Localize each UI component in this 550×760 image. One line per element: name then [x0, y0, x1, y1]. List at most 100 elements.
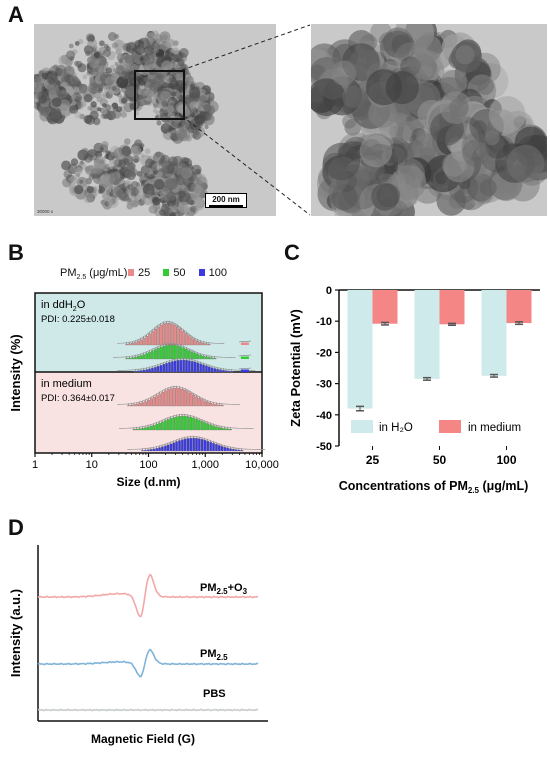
dls-bar: [193, 361, 197, 373]
zeta-x-tick-label: 100: [496, 453, 516, 467]
tem-particle: [196, 176, 208, 188]
tem-particle: [322, 142, 361, 181]
tem-particle: [67, 176, 78, 186]
panel-d-letter: D: [8, 515, 24, 540]
legend-label-100: 100: [208, 267, 227, 279]
dls-bar: [196, 362, 200, 373]
tem-particle: [171, 121, 176, 126]
tem-particle: [93, 52, 100, 58]
dls-bar: [158, 447, 161, 452]
dls-bar: [215, 404, 218, 407]
tem-particle: [397, 48, 410, 62]
dls-bar: [161, 421, 164, 431]
tem-particle: [488, 96, 526, 134]
dls-bar: [176, 345, 180, 360]
tem-particle: [161, 100, 168, 107]
tem-particle: [34, 99, 36, 105]
tem-particle: [440, 69, 467, 97]
tem-particle: [103, 114, 109, 120]
tem-particle: [99, 77, 104, 82]
dls-bar: [205, 356, 208, 360]
tem-particle: [131, 145, 142, 157]
tem-particle: [153, 179, 165, 190]
dls-secondary-peak: [240, 356, 249, 359]
tem-particle: [111, 42, 118, 49]
panel-a-letter: A: [8, 2, 24, 27]
dls-bar: [195, 418, 198, 431]
dls-bar: [151, 350, 154, 360]
dls-bar: [146, 426, 150, 431]
zeta-legend-swatch-h2o: [351, 420, 373, 433]
tem-particle: [63, 65, 75, 77]
dls-envelope: [127, 436, 266, 450]
zeta-bar: [347, 290, 373, 409]
tem-particle: [106, 50, 116, 61]
tem-particle: [38, 95, 47, 104]
tem-particle: [42, 97, 49, 103]
dls-bar: [153, 349, 157, 360]
tem-particle: [73, 173, 80, 180]
dls-bar: [145, 353, 149, 360]
tem-particle: [139, 43, 145, 50]
dls-bar: [145, 336, 149, 346]
dls-bar: [186, 416, 190, 431]
tem-particle: [102, 103, 107, 108]
scale-bar: 200 nm: [205, 193, 247, 208]
tem-particle: [46, 82, 59, 95]
tem-particle: [107, 196, 119, 208]
tem-particle: [114, 42, 119, 48]
tem-particle: [358, 161, 379, 182]
tem-particle: [153, 170, 158, 175]
dls-bar: [172, 387, 176, 407]
tem-particle: [194, 184, 203, 194]
dls-bar: [202, 355, 205, 360]
dls-bar: [152, 425, 156, 431]
tem-particle: [430, 111, 464, 146]
dls-bar: [173, 324, 177, 346]
zeta-legend-label-h2o: in H₂O: [379, 422, 413, 434]
tem-particle: [83, 93, 93, 103]
dls-bar: [133, 342, 137, 346]
tem-particle: [83, 45, 94, 55]
epr-y-axis-title: Intensity (a.u.): [8, 589, 23, 677]
dls-bar: [212, 443, 215, 452]
panel-c-letter: C: [284, 240, 300, 265]
dls-envelope: [119, 414, 254, 429]
tem-particle: [156, 120, 162, 126]
tem-particle: [455, 45, 475, 65]
scale-bar-label: 200 nm: [212, 195, 240, 204]
tem-particle: [127, 197, 132, 203]
tem-particle: [46, 73, 58, 85]
tem-particle: [419, 65, 433, 79]
dls-bar: [136, 370, 140, 373]
tem-particle: [105, 46, 111, 52]
tem-particle: [175, 212, 180, 216]
tem-particle: [450, 41, 482, 73]
tem-particle: [172, 47, 180, 55]
tem-particle: [105, 67, 113, 74]
dls-bar: [128, 357, 132, 360]
tem-particle: [62, 178, 72, 188]
dls-bar: [158, 422, 161, 431]
epr-trace: [37, 573, 259, 618]
dls-bar: [175, 441, 178, 452]
tem-particle: [152, 197, 161, 206]
dls-bar: [151, 331, 154, 346]
dls-bar: [132, 404, 136, 407]
dls-bar: [134, 371, 137, 373]
dls-x-tick-label: 10: [86, 459, 98, 471]
tem-particle: [160, 45, 166, 51]
tem-particle: [87, 105, 92, 111]
tem-particle: [70, 158, 79, 166]
tem-particle: [69, 104, 79, 114]
dls-bar: [156, 348, 160, 360]
legend-label-50: 50: [173, 267, 186, 279]
tem-particle: [157, 103, 163, 109]
tem-particle: [85, 165, 96, 176]
tem-particle: [155, 151, 162, 158]
dls-bar: [175, 387, 179, 407]
tem-particle: [161, 60, 173, 72]
dls-bar: [189, 437, 193, 452]
dls-bar: [142, 338, 146, 346]
tem-particle: [144, 148, 151, 155]
